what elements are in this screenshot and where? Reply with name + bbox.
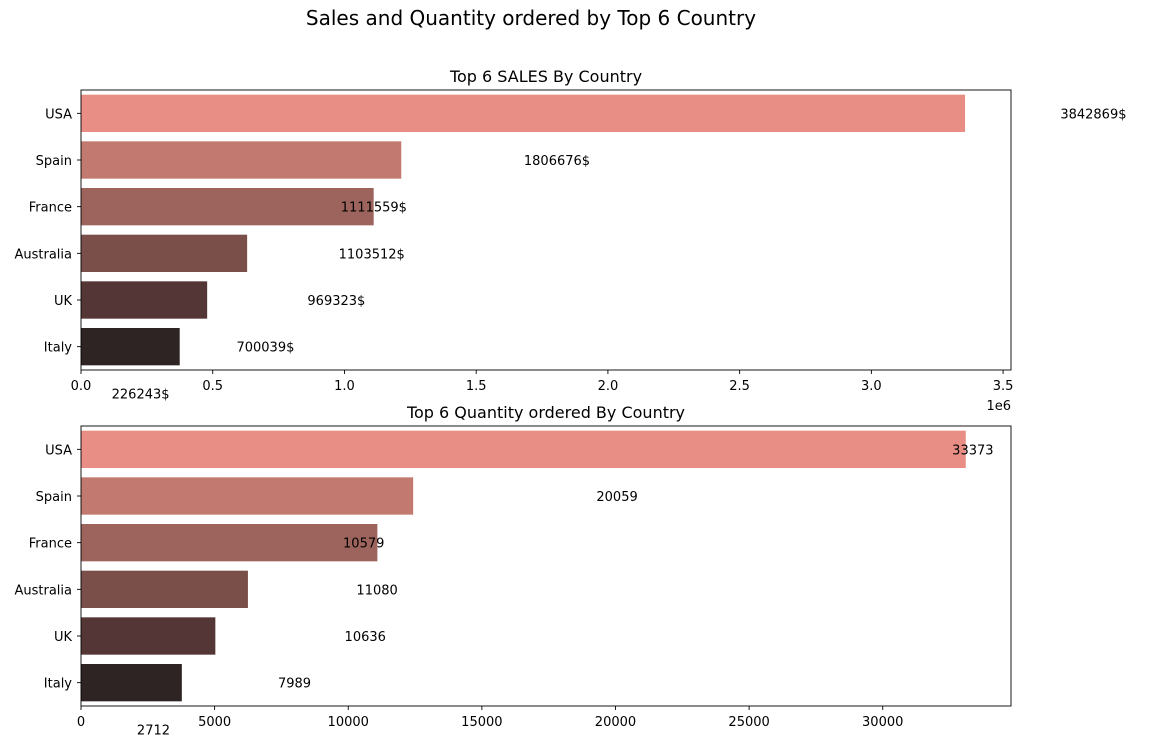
chart1-ytick-label: USA	[45, 107, 72, 122]
chart1-bar-france	[81, 188, 374, 226]
chart2-xtick-label: 15000	[461, 715, 502, 730]
chart2-xtick-label: 5000	[198, 715, 231, 730]
chart2-xtick-label: 25000	[728, 715, 769, 730]
chart1-data-label: 969323$	[307, 294, 365, 309]
chart1-ytick-label: UK	[54, 294, 73, 309]
chart2-bar-australia	[81, 570, 248, 608]
chart1-ytick-label: Spain	[36, 154, 72, 169]
chart1-bar-italy	[81, 328, 180, 366]
chart1-data-label: 3842869$	[1060, 107, 1126, 122]
chart2-xtick-label: 10000	[328, 715, 369, 730]
chart2-ytick-label: Italy	[44, 677, 73, 692]
chart2-ytick-label: France	[29, 537, 72, 552]
chart1-data-label: 700039$	[236, 341, 294, 356]
chart2-ytick-label: USA	[45, 443, 72, 458]
chart2-data-label: 10579	[343, 537, 384, 552]
chart2-bar-italy	[81, 664, 182, 702]
chart1-title: Top 6 SALES By Country	[449, 67, 642, 86]
chart1-xtick-label: 1.0	[334, 379, 355, 394]
chart1-bar-uk	[81, 281, 208, 319]
chart2-data-label: 2712	[137, 723, 170, 738]
chart1-xtick-label: 2.5	[729, 379, 750, 394]
chart1-data-label: 226243$	[112, 387, 170, 402]
chart1-data-label: 1111559$	[341, 201, 407, 216]
chart1-bar-australia	[81, 234, 248, 272]
chart2-bar-usa	[81, 430, 966, 468]
chart2-bar-uk	[81, 617, 216, 655]
figure-title: Sales and Quantity ordered by Top 6 Coun…	[305, 6, 757, 30]
chart1-xtick-label: 0.0	[71, 379, 92, 394]
chart2-bar-spain	[81, 477, 414, 515]
chart2-data-label: 11080	[356, 583, 397, 598]
chart2-data-label: 33373	[952, 443, 993, 458]
chart2-title: Top 6 Quantity ordered By Country	[406, 403, 685, 422]
chart2-data-label: 7989	[278, 677, 311, 692]
chart1-xtick-label: 0.5	[202, 379, 223, 394]
chart2-xtick-label: 0	[77, 715, 85, 730]
chart1-ytick-label: France	[29, 201, 72, 216]
chart2-xtick-label: 30000	[862, 715, 903, 730]
chart2-plot-frame	[80, 425, 1012, 707]
chart1-bar-usa	[81, 94, 966, 132]
chart2-bar-france	[81, 524, 378, 562]
chart1-xtick-label: 3.5	[993, 379, 1014, 394]
chart1-data-label: 1103512$	[339, 247, 405, 262]
chart2-ytick-label: Australia	[14, 583, 72, 598]
chart2-data-label: 10636	[345, 630, 386, 645]
chart2-data-label: 20059	[596, 490, 637, 505]
chart1-offset-text: 1e6	[986, 399, 1011, 414]
chart2-xtick-label: 20000	[595, 715, 636, 730]
chart1-bar-spain	[81, 141, 402, 179]
chart1-plot-frame	[80, 89, 1012, 371]
chart2-ytick-label: UK	[54, 630, 73, 645]
chart1-xtick-label: 2.0	[598, 379, 619, 394]
chart2-ytick-label: Spain	[36, 490, 72, 505]
chart1-xtick-label: 1.5	[466, 379, 487, 394]
chart1-data-label: 1806676$	[524, 154, 590, 169]
chart1-ytick-label: Italy	[44, 341, 73, 356]
chart1-xtick-label: 3.0	[861, 379, 882, 394]
chart1-ytick-label: Australia	[14, 247, 72, 262]
